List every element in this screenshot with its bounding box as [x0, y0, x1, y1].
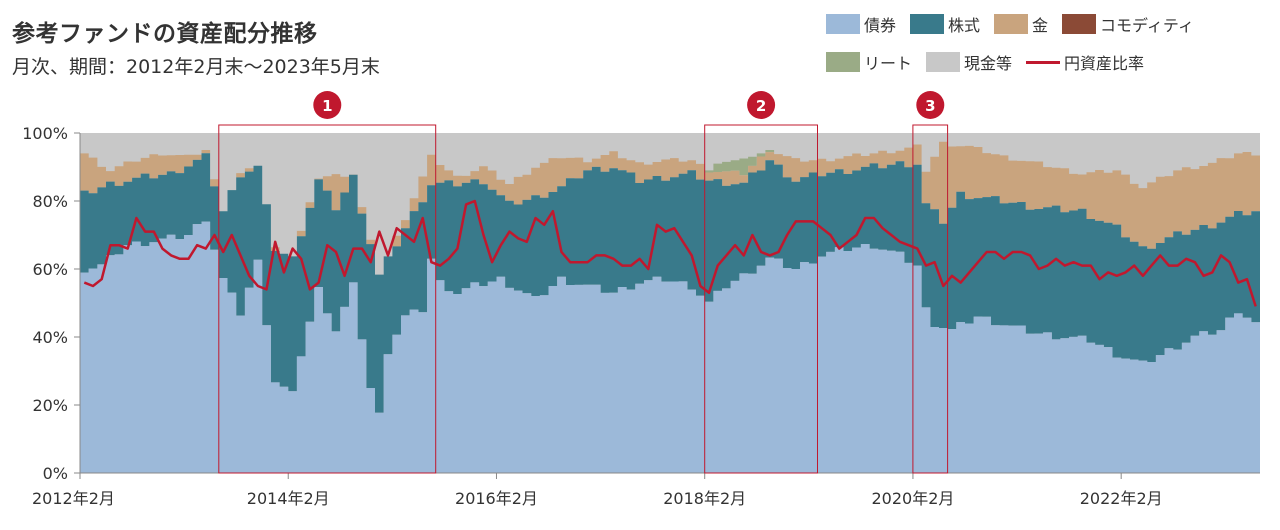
- annotation-number-2: 2: [756, 97, 766, 115]
- legend-item-bonds: 債券: [826, 12, 896, 36]
- annotation-badge-2: [747, 91, 776, 119]
- legend-label-gold: 金: [1032, 16, 1049, 35]
- legend-label-equity: 株式: [948, 16, 981, 35]
- legend-swatch-commodity: [1062, 14, 1097, 34]
- legend: 債券 株式 金 コモディティ リート 現金等 円資産比率: [826, 12, 1276, 88]
- annotation-number-1: 1: [322, 97, 332, 115]
- legend-label-commodity: コモディティ: [1100, 16, 1194, 35]
- x-tick-label: 2016年2月: [455, 489, 538, 508]
- area-equity: [80, 153, 1260, 413]
- x-tick-label: 2014年2月: [247, 489, 330, 508]
- annotation-box-1: [218, 124, 437, 474]
- annotation-badge-3: [916, 91, 945, 119]
- legend-swatch-bonds: [826, 14, 860, 34]
- annotation-badge-1: [313, 91, 342, 119]
- y-tick-label: 40%: [32, 328, 68, 347]
- legend-item-yen-ratio: 円資産比率: [1026, 50, 1144, 74]
- legend-swatch-cash: [926, 52, 961, 72]
- x-tick-label: 2018年2月: [663, 489, 746, 508]
- legend-item-equity: 株式: [910, 12, 980, 36]
- chart-subtitle: 月次、期間：2012年2月末～2023年5月末: [12, 56, 380, 78]
- legend-item-reit: リート: [826, 50, 912, 74]
- x-tick-label: 2020年2月: [871, 489, 954, 508]
- legend-label-yen-ratio: 円資産比率: [1064, 54, 1145, 73]
- y-tick-label: 0%: [43, 464, 68, 483]
- area-layers: [80, 133, 1260, 473]
- axes: 0% 20% 40% 60% 80% 100% 2012年2月 2014年2月 2016年2月 2…: [22, 124, 1260, 508]
- legend-label-cash: 現金等: [964, 54, 1013, 73]
- legend-swatch-reit: [826, 52, 860, 72]
- y-tick-label: 60%: [32, 260, 68, 279]
- legend-item-gold: 金: [994, 12, 1048, 36]
- annotation-number-3: 3: [925, 97, 935, 115]
- yen-ratio-line: [83, 199, 1257, 307]
- legend-swatch-gold: [994, 14, 1029, 34]
- legend-swatch-equity: [910, 14, 945, 34]
- legend-item-cash: 現金等: [926, 50, 1012, 74]
- chart-title: 参考ファンドの資産配分推移: [12, 21, 318, 47]
- y-tick-label: 80%: [32, 192, 68, 211]
- legend-line-yen-ratio: [1026, 60, 1061, 64]
- annotation-box-2: [704, 124, 819, 474]
- legend-label-bonds: 債券: [864, 16, 897, 35]
- yen-ratio-line-layer: [83, 199, 1257, 307]
- y-tick-label: 20%: [32, 396, 68, 415]
- y-tick-label: 100%: [22, 124, 68, 143]
- annotation-box-3: [912, 124, 949, 474]
- area-gold: [80, 141, 1260, 275]
- legend-item-commodity: コモディティ: [1062, 12, 1194, 36]
- area-bonds: [80, 221, 1260, 473]
- x-tick-label: 2022年2月: [1080, 489, 1163, 508]
- legend-label-reit: リート: [864, 54, 913, 73]
- annotation-layer: 1 2 3: [218, 91, 949, 474]
- x-tick-label: 2012年2月: [32, 489, 115, 508]
